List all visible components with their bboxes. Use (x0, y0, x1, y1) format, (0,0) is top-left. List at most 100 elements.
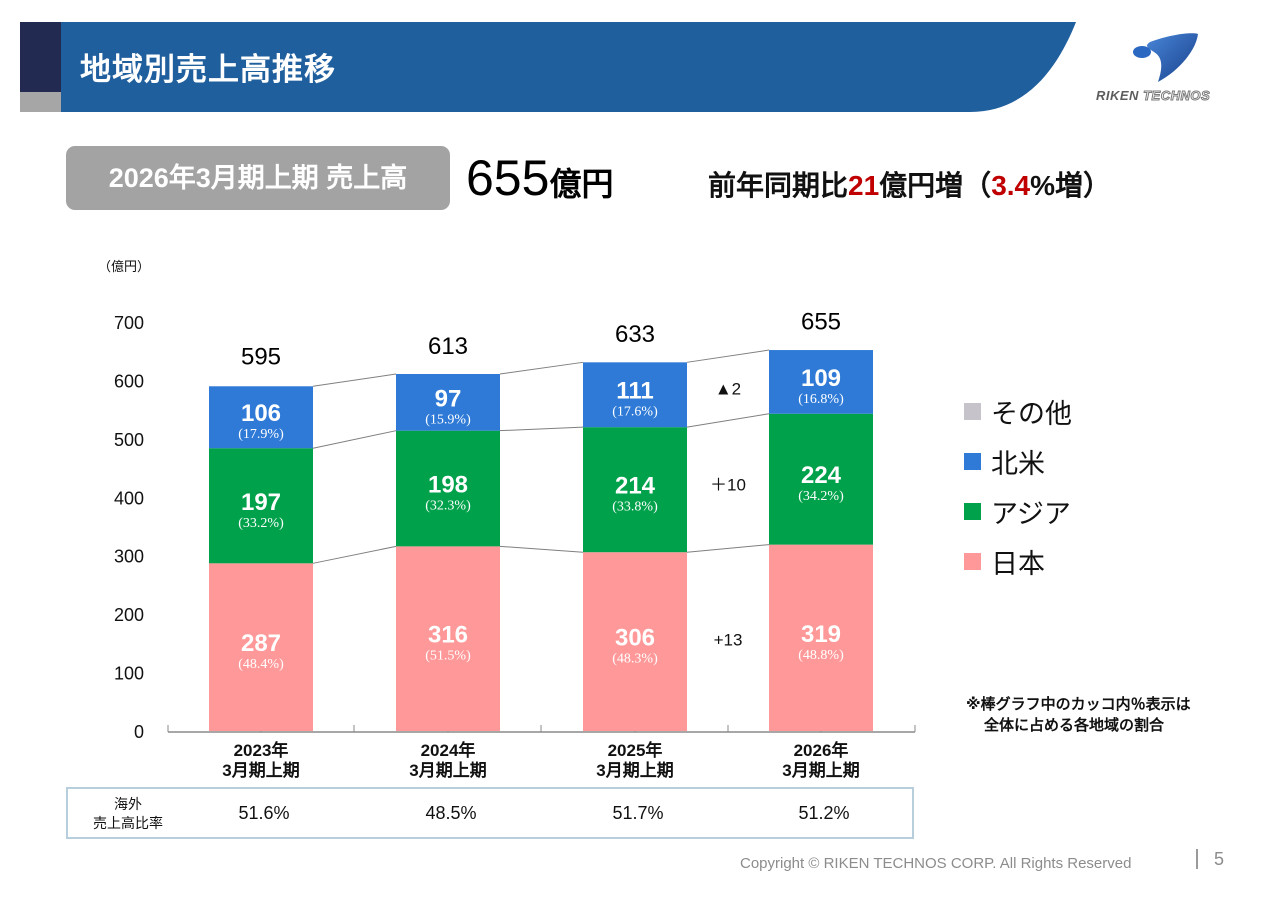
x-category-label-line: 2024年 (420, 741, 476, 760)
change-annotation: +13 (714, 631, 743, 650)
change-annotation: ＋10 (710, 475, 746, 494)
series-connector-line (312, 373, 397, 387)
y-tick-label: 500 (114, 430, 144, 450)
copyright: Copyright © RIKEN TECHNOS CORP. All Righ… (740, 855, 1132, 872)
legend-label: 日本 (991, 548, 1045, 579)
bar-segment-asia (209, 448, 313, 564)
x-category-label: 2024年 3月期上期 (358, 741, 538, 781)
bar-total-label: 595 (241, 343, 281, 370)
bar-share-label: (17.6%) (612, 405, 658, 420)
bar-value-label: 319 (801, 621, 841, 648)
bar-segment-japan (583, 552, 687, 731)
bar-value-label: 306 (615, 625, 655, 652)
yoy-percent: 3.4 (991, 170, 1031, 201)
header-accent-gray (20, 92, 61, 112)
series-connector-line (312, 430, 397, 449)
x-category-label: 2026年 3月期上期 (731, 741, 911, 781)
bar-share-label: (51.5%) (425, 649, 471, 664)
bar-value-label: 214 (615, 473, 656, 500)
x-category-label-line: 3月期上期 (222, 761, 300, 780)
series-connector-line (312, 545, 397, 564)
overseas-ratio-value: 48.5% (425, 803, 477, 823)
x-category-label-line: 3月期上期 (596, 761, 674, 780)
bar-value-label: 197 (241, 489, 281, 516)
series-connector-line (499, 545, 584, 553)
header-background (20, 22, 1076, 112)
series-connector-line (499, 426, 584, 432)
bar-segment-japan (769, 544, 873, 731)
change-annotation: ▲2 (715, 379, 741, 398)
x-category-label-line: 2026年 (793, 741, 849, 760)
legend-label: 北米 (991, 448, 1045, 479)
logo-text: RIKEN TECHNOS (1096, 88, 1211, 104)
bar-share-label: (16.8%) (798, 392, 844, 407)
summary-value-number: 655 (466, 150, 550, 206)
series-connector-line (686, 349, 770, 363)
legend-item-other: その他 (964, 386, 1072, 436)
y-tick-label: 300 (114, 547, 144, 567)
legend-swatch (964, 552, 981, 570)
y-tick-label: 100 (114, 664, 144, 684)
bar-segment-japan (396, 546, 500, 731)
bar-share-label: (17.9%) (238, 427, 284, 442)
summary-value-unit: 億円 (549, 166, 614, 202)
summary-badge: 2026年3月期上期 売上高 (66, 146, 450, 210)
bar-share-label: (48.4%) (238, 657, 284, 672)
y-tick-label: 200 (114, 605, 144, 625)
bar-segment-asia (583, 427, 687, 553)
overseas-ratio-label: 海外 売上高比率 (93, 796, 163, 831)
bar-segment-north_america (583, 362, 687, 428)
x-category-label: 2023年 3月期上期 (171, 741, 351, 781)
bar-share-label: (48.3%) (612, 652, 658, 667)
bar-segment-asia (396, 430, 500, 547)
bar-segment-north_america (396, 374, 500, 431)
yoy-amount: 21 (848, 170, 880, 201)
bar-value-label: 224 (801, 462, 842, 489)
chart-note: ※棒グラフ中のカッコ内％表示は 全体に占める各地域の割合 (966, 696, 1191, 734)
overseas-ratio-value: 51.6% (238, 803, 290, 823)
bar-value-label: 109 (801, 365, 841, 392)
bar-value-label: 316 (428, 622, 468, 649)
legend-item-japan: 日本 (964, 536, 1072, 586)
bar-total-label: 633 (615, 321, 655, 348)
bar-total-label: 655 (801, 308, 841, 335)
page-number: 5 (1214, 849, 1225, 869)
summary-yoy-change: 前年同期比21億円増（3.4%増） (708, 170, 1112, 201)
bar-value-label: 97 (435, 385, 462, 412)
legend-label: アジア (991, 498, 1071, 529)
series-connector-line (686, 544, 770, 553)
bar-total-label: 613 (428, 333, 468, 360)
x-category-label-line: 2025年 (607, 741, 663, 760)
series-connector-line (686, 413, 770, 428)
legend-swatch (964, 502, 981, 520)
footer-separator (1196, 849, 1198, 869)
legend-item-asia: アジア (964, 486, 1072, 536)
x-category-label: 2025年 3月期上期 (545, 741, 725, 781)
legend-label: その他 (991, 398, 1072, 429)
bar-value-label: 111 (616, 378, 653, 405)
overseas-ratio-value: 51.7% (612, 803, 664, 823)
overseas-ratio-value: 51.2% (798, 803, 850, 823)
y-tick-label: 700 (114, 313, 144, 333)
legend-item-north_america: 北米 (964, 436, 1072, 486)
bar-value-label: 287 (241, 630, 281, 657)
overseas-ratio-table: 海外 売上高比率 51.6% 48.5% 51.7% 51.2% (66, 787, 914, 839)
page-title: 地域別売上高推移 (80, 52, 336, 87)
legend-swatch (964, 452, 981, 470)
bar-segment-japan (209, 563, 313, 731)
y-tick-label: 400 (114, 488, 144, 508)
bar-share-label: (15.9%) (425, 412, 471, 427)
bar-segment-north_america (769, 350, 873, 414)
series-connector-line (499, 361, 584, 375)
bar-segment-asia (769, 413, 873, 545)
y-tick-label: 600 (114, 371, 144, 391)
y-axis-unit-label: （億円） (98, 259, 151, 274)
chart-legend: その他北米アジア日本 (964, 386, 1072, 586)
bar-share-label: (33.8%) (612, 500, 658, 515)
x-category-label-line: 3月期上期 (409, 761, 487, 780)
y-tick-label: 0 (134, 722, 144, 742)
bar-segment-north_america (209, 386, 313, 449)
header-bar (61, 22, 1076, 112)
bar-share-label: (34.2%) (798, 489, 844, 504)
